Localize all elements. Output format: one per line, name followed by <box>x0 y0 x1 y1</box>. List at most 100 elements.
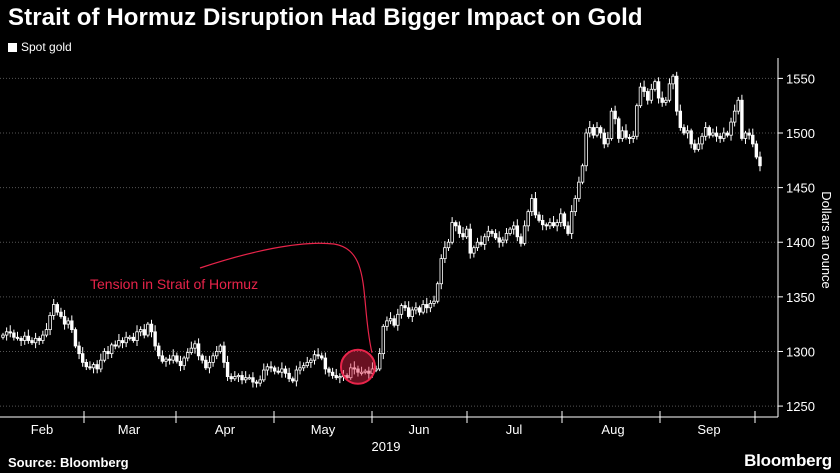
candle <box>598 125 603 139</box>
candle-body <box>504 233 509 241</box>
candle <box>211 352 215 367</box>
candle <box>218 343 223 354</box>
candle <box>511 221 516 235</box>
candle-body <box>674 75 679 112</box>
candle-body <box>62 316 67 325</box>
candle <box>653 79 657 92</box>
candle-body <box>301 365 306 369</box>
candle <box>450 217 454 245</box>
candle <box>167 354 172 365</box>
legend-swatch-spot-gold <box>8 42 17 52</box>
candle <box>396 308 400 331</box>
gridlines <box>0 77 778 407</box>
candle-body <box>580 165 585 183</box>
candle <box>334 368 338 380</box>
candle <box>646 88 650 105</box>
candle <box>613 105 617 125</box>
candle-body <box>490 230 494 234</box>
candle <box>417 305 422 316</box>
candle-body <box>73 329 78 347</box>
candle <box>555 219 559 232</box>
candle <box>566 221 570 236</box>
candle-body <box>236 375 241 378</box>
candle-body <box>88 366 92 369</box>
candle-body <box>131 336 136 341</box>
candle-body <box>316 354 320 357</box>
candle <box>338 373 342 384</box>
candle <box>153 325 157 351</box>
candle-body <box>102 351 107 361</box>
candle-body <box>385 320 389 327</box>
candle-body <box>330 371 335 376</box>
candle-body <box>551 222 556 227</box>
candle-body <box>164 358 168 362</box>
y-tick-label-1400: 1400 <box>786 235 815 250</box>
candle-body <box>276 370 280 373</box>
y-tick-label-1550: 1550 <box>786 71 815 86</box>
y-axis-label: Dollars an ounce <box>819 191 834 289</box>
candle-body <box>569 211 574 234</box>
candle <box>435 281 440 304</box>
candle-body <box>508 228 512 234</box>
candle-body <box>711 132 715 136</box>
candle <box>109 342 114 359</box>
candle-body <box>26 335 31 341</box>
candle-body <box>443 247 447 260</box>
candle-body <box>377 353 382 370</box>
candle-body <box>664 99 668 103</box>
candle <box>359 366 364 376</box>
candle <box>519 233 523 247</box>
candle <box>468 223 472 259</box>
candle-body <box>229 376 233 380</box>
candle-body <box>12 332 16 338</box>
candle <box>584 128 588 172</box>
candle-body <box>573 198 577 213</box>
candle-body <box>646 91 650 101</box>
candle-body <box>135 331 139 341</box>
candle-body <box>171 355 175 361</box>
candle <box>544 222 549 231</box>
candle-body <box>200 355 204 361</box>
annotation-text: Tension in Strait of Hormuz <box>90 276 258 292</box>
candle <box>214 346 219 360</box>
candle <box>740 94 744 141</box>
candle <box>117 333 121 349</box>
candle <box>305 356 309 368</box>
candle-body <box>740 99 744 139</box>
candle <box>722 127 726 142</box>
candle <box>399 303 404 319</box>
candle-body <box>363 370 367 373</box>
candle <box>73 327 78 349</box>
candle <box>385 316 389 331</box>
candle <box>138 326 143 337</box>
candle-body <box>613 110 617 120</box>
candle <box>262 363 266 383</box>
candle <box>472 245 476 258</box>
candle-body <box>233 376 237 380</box>
candle-body <box>685 130 690 134</box>
legend: Spot gold <box>8 40 72 54</box>
candle <box>580 163 585 185</box>
candle <box>160 350 165 364</box>
candle-body <box>602 132 606 145</box>
candle <box>410 306 414 322</box>
candle-body <box>15 336 20 339</box>
candle <box>106 346 110 360</box>
candle-body <box>153 331 157 347</box>
candle-body <box>19 337 23 341</box>
candle-body <box>352 367 357 370</box>
candle <box>732 104 737 127</box>
candle <box>352 361 357 375</box>
candle <box>577 176 581 202</box>
candle <box>33 332 38 349</box>
x-tick-label-sep: Sep <box>697 422 720 437</box>
candle <box>62 309 67 330</box>
candle-body <box>718 135 722 139</box>
candle <box>642 80 646 97</box>
candle-body <box>410 309 414 317</box>
candle-body <box>66 320 70 325</box>
candle <box>23 331 27 345</box>
candle <box>102 348 107 363</box>
x-tick-label-aug: Aug <box>601 422 624 437</box>
candle-body <box>725 132 730 136</box>
